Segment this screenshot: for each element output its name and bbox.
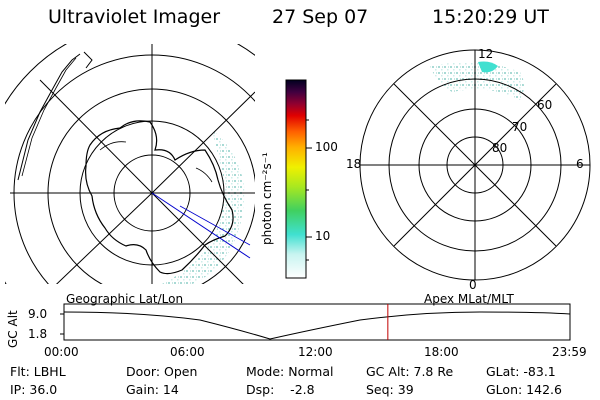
status-mode: Mode: Normal [246,364,334,379]
color-scale-bar [285,79,312,279]
mlat-label-60: 60 [537,98,553,112]
status-glon: GLon: 142.6 [486,382,562,397]
x-tick-1800: 18:00 [424,345,459,359]
gc-alt-axis-label: GC Alt [6,310,20,348]
x-tick-1200: 12:00 [298,345,333,359]
mlt-label-12: 12 [478,47,494,61]
mlat-label-80: 80 [492,141,508,155]
y-tick-1-8: 1.8 [28,327,48,341]
colorbar-tick-100: 100 [315,140,338,154]
geographic-map [5,44,255,284]
instrument-title: Ultraviolet Imager [48,6,221,28]
x-tick-0600: 06:00 [170,345,205,359]
colorbar-unit-label: photon cm⁻²s⁻¹ [260,152,274,245]
mlt-label-6: 6 [576,157,584,171]
mlat-label-70: 70 [512,120,528,134]
colorbar-tick-10: 10 [315,229,331,243]
status-seq: Seq: 39 [366,382,414,397]
geographic-caption: Geographic Lat/Lon [66,292,184,306]
time-label: 15:20:29 UT [432,6,549,28]
y-tick-9: 9.0 [28,307,48,321]
status-glat: GLat: -83.1 [486,364,556,379]
status-ip: IP: 36.0 [10,382,58,397]
apex-caption: Apex MLat/MLT [424,292,514,306]
x-tick-2359: 23:59 [552,345,587,359]
status-gc-alt: GC Alt: 7.8 Re [366,364,454,379]
date-label: 27 Sep 07 [272,6,369,28]
altitude-timeline [60,303,571,341]
status-dsp: Dsp: -2.8 [246,382,315,397]
x-tick-0000: 00:00 [44,345,79,359]
status-flt: Flt: LBHL [10,364,66,379]
status-gain: Gain: 14 [126,382,179,397]
status-door: Door: Open [126,364,198,379]
mlt-label-0: 0 [469,278,477,292]
mlt-polar-dial [359,49,591,281]
mlt-label-18: 18 [346,157,362,171]
